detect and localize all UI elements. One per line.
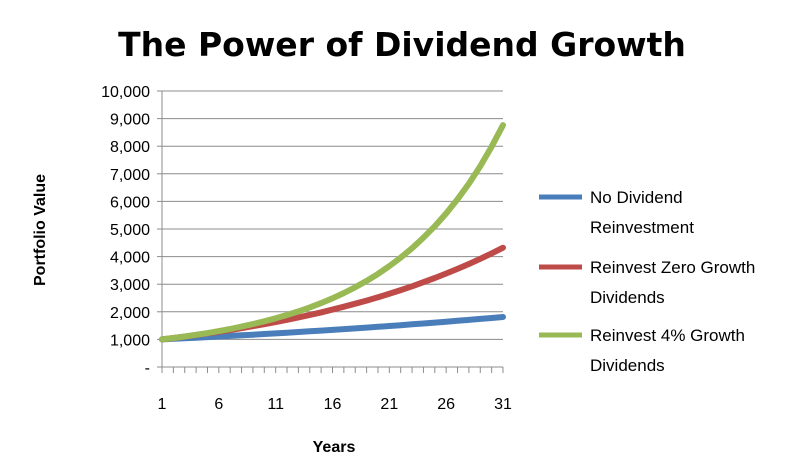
x-tick-label: 16 xyxy=(324,396,342,413)
series-line-1 xyxy=(159,314,506,343)
legend-label: No Dividend xyxy=(590,188,683,207)
y-axis-title: Portfolio Value xyxy=(32,174,49,286)
legend-label: Reinvest 4% Growth xyxy=(590,326,745,345)
y-tick-label: 6,000 xyxy=(110,194,150,211)
x-tick-label: 6 xyxy=(214,396,223,413)
y-tick-label: 3,000 xyxy=(110,277,150,294)
y-tick-label: 8,000 xyxy=(110,139,150,156)
x-tick-label: 21 xyxy=(380,396,398,413)
series-line-3 xyxy=(159,122,506,343)
legend-label: Dividends xyxy=(590,288,665,307)
x-axis-ticks: 1 6 11 16 21 26 31 xyxy=(158,367,512,413)
gridlines xyxy=(162,90,503,340)
series-line-2 xyxy=(159,244,506,343)
y-tick-label: 9,000 xyxy=(110,112,150,129)
x-tick-label: 31 xyxy=(494,396,512,413)
x-axis-title: Years xyxy=(313,439,356,456)
y-tick-label: 2,000 xyxy=(110,305,150,322)
legend-label: Reinvestment xyxy=(590,218,694,237)
x-tick-label: 26 xyxy=(437,396,455,413)
legend-item-3: Reinvest 4% Growth Dividends xyxy=(539,326,745,375)
y-tick-label: 1,000 xyxy=(110,332,150,349)
legend: No Dividend Reinvestment Reinvest Zero Gro… xyxy=(539,188,755,375)
x-tick-label: 11 xyxy=(267,396,284,413)
y-axis-ticks: - 1,000 2,000 3,000 4,000 5,000 6,000 7,000 8,00… xyxy=(101,84,162,377)
y-tick-label: 5,000 xyxy=(110,222,150,239)
x-tick-label: 1 xyxy=(158,396,167,413)
y-tick-label: 7,000 xyxy=(110,167,150,184)
series-lines xyxy=(159,122,506,343)
y-tick-label: - xyxy=(145,360,150,377)
legend-item-1: No Dividend Reinvestment xyxy=(539,188,694,237)
legend-label: Dividends xyxy=(590,356,665,375)
y-tick-label: 4,000 xyxy=(110,250,150,267)
y-tick-label: 10,000 xyxy=(101,84,150,101)
legend-item-2: Reinvest Zero Growth Dividends xyxy=(539,258,755,307)
legend-label: Reinvest Zero Growth xyxy=(590,258,755,277)
chart-title: The Power of Dividend Growth xyxy=(118,25,686,64)
